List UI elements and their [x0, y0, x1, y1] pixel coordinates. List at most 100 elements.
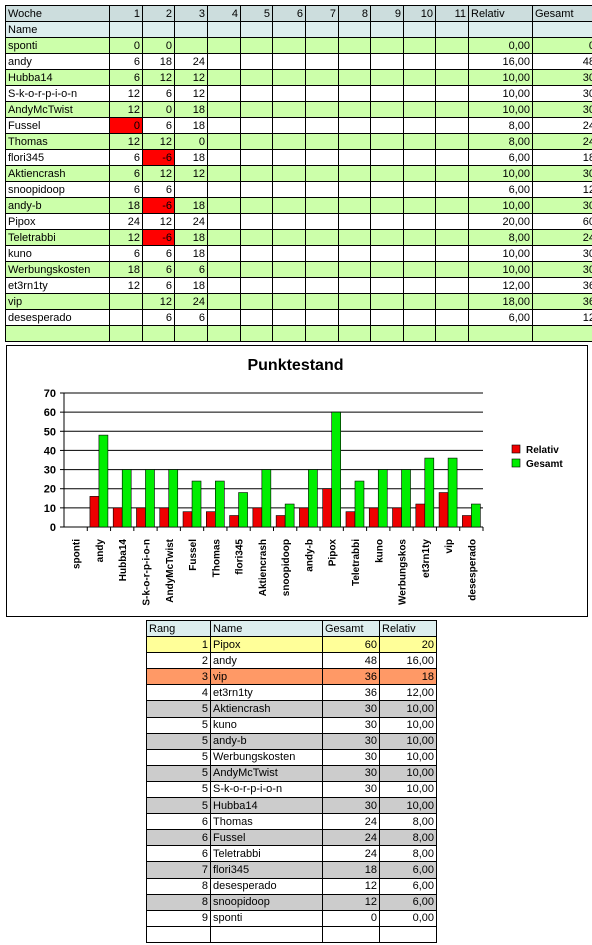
gesamt-value: 30 — [532, 69, 592, 86]
bar-gesamt — [308, 469, 318, 528]
y-tick-label: 20 — [44, 484, 56, 496]
empty-cell — [435, 325, 469, 342]
week-score: 12 — [142, 293, 175, 310]
week-score — [370, 69, 404, 86]
week-score — [403, 85, 436, 102]
rank-row: 5 Aktiencrash 30 10,00 — [146, 700, 437, 718]
week-score — [272, 149, 306, 166]
header-name: Name — [210, 619, 323, 638]
rank-gesamt: 30 — [322, 797, 380, 815]
rank-name: Pipox — [210, 636, 323, 654]
week-score: 12 — [109, 101, 143, 118]
relativ-value: 10,00 — [468, 69, 533, 86]
rank-relativ: 10,00 — [379, 732, 437, 750]
player-name: Pipox — [5, 213, 110, 230]
rank-gesamt: 30 — [322, 700, 380, 718]
score-table: Woche 1 2 3 4 5 6 7 8 9 10 11 Relativ Gesamt Name spont… — [5, 5, 592, 342]
empty-cell — [146, 925, 211, 943]
empty-cell — [532, 21, 592, 38]
week-score — [174, 37, 208, 54]
week-score — [272, 245, 306, 262]
y-tick-label: 50 — [44, 426, 56, 438]
week-score: 0 — [109, 37, 143, 54]
week-score: 12 — [174, 165, 208, 182]
week-score — [305, 293, 339, 310]
rank-row: 5 Werbungskosten 30 10,00 — [146, 748, 437, 766]
rank-row: 3 vip 36 18 — [146, 668, 437, 686]
week-score — [305, 229, 339, 246]
empty-cell — [379, 925, 437, 943]
week-score — [305, 53, 339, 70]
rank-relativ: 8,00 — [379, 845, 437, 863]
ranking-table: Rang Name Gesamt Relativ 1 Pipox 60 20 2 andy 48 16… — [146, 619, 437, 943]
week-score: 6 — [142, 117, 175, 134]
x-tick-label: Pipox — [328, 539, 339, 567]
header-gesamt: Gesamt — [532, 5, 592, 22]
week-score — [207, 229, 241, 246]
rank-relativ: 10,00 — [379, 797, 437, 815]
bar-gesamt — [331, 411, 341, 528]
player-name: Hubba14 — [5, 69, 110, 86]
player-name: desesperado — [5, 309, 110, 326]
week-score: 6 — [109, 245, 143, 262]
punktestand-chart: Punktestand 0 10 20 30 40 50 60 70 sponti andy Hubb… — [44, 357, 564, 606]
bar-relativ — [229, 515, 239, 528]
week-score — [207, 213, 241, 230]
week-score — [272, 261, 306, 278]
week-score: 6 — [142, 309, 175, 326]
week-score — [338, 309, 371, 326]
rank-gesamt: 30 — [322, 716, 380, 734]
player-name: Fussel — [5, 117, 110, 134]
empty-cell — [370, 325, 404, 342]
relativ-value: 18,00 — [468, 293, 533, 310]
y-tick-label: 10 — [44, 503, 56, 515]
week-score — [403, 277, 436, 294]
bar-relativ — [159, 507, 170, 528]
week-score — [370, 309, 404, 326]
week-score — [305, 133, 339, 150]
empty-cell — [468, 21, 533, 38]
bar-gesamt — [145, 469, 155, 528]
rank-gesamt: 24 — [322, 829, 380, 847]
rank-number: 5 — [146, 797, 211, 815]
rank-name: Aktiencrash — [210, 700, 323, 718]
week-score — [305, 277, 339, 294]
bar-gesamt — [377, 469, 388, 528]
header-week: 1 — [109, 5, 143, 22]
week-score — [207, 149, 241, 166]
relativ-value: 16,00 — [468, 53, 533, 70]
rank-relativ: 10,00 — [379, 748, 437, 766]
rank-row: 6 Fussel 24 8,00 — [146, 829, 437, 847]
week-score — [240, 277, 273, 294]
week-score — [272, 165, 306, 182]
x-tick-label: Fussel — [188, 539, 199, 571]
week-score — [338, 85, 371, 102]
rank-name: Werbungskosten — [210, 748, 323, 766]
header-woche: Woche — [5, 5, 110, 22]
week-score — [207, 261, 241, 278]
empty-cell — [403, 21, 436, 38]
y-tick-label: 0 — [50, 522, 56, 534]
relativ-value: 10,00 — [468, 197, 533, 214]
player-name: et3rn1ty — [5, 277, 110, 294]
rank-gesamt: 18 — [322, 861, 380, 879]
x-tick-label: vip — [444, 539, 455, 553]
rank-row: 2 andy 48 16,00 — [146, 652, 437, 670]
rank-gesamt: 48 — [322, 652, 380, 670]
table-row: desesperado 66 6,0012 — [5, 309, 592, 326]
bar-relativ — [89, 496, 100, 528]
week-score — [305, 101, 339, 118]
week-score — [338, 53, 371, 70]
name-label-row: Name — [5, 21, 592, 38]
relativ-value: 6,00 — [468, 309, 533, 326]
header-week: 4 — [207, 5, 241, 22]
header-row: Woche 1 2 3 4 5 6 7 8 9 10 11 Relativ Gesamt — [5, 5, 592, 22]
week-score — [272, 117, 306, 134]
week-score — [370, 53, 404, 70]
empty-cell — [5, 325, 110, 342]
week-score — [435, 181, 469, 198]
